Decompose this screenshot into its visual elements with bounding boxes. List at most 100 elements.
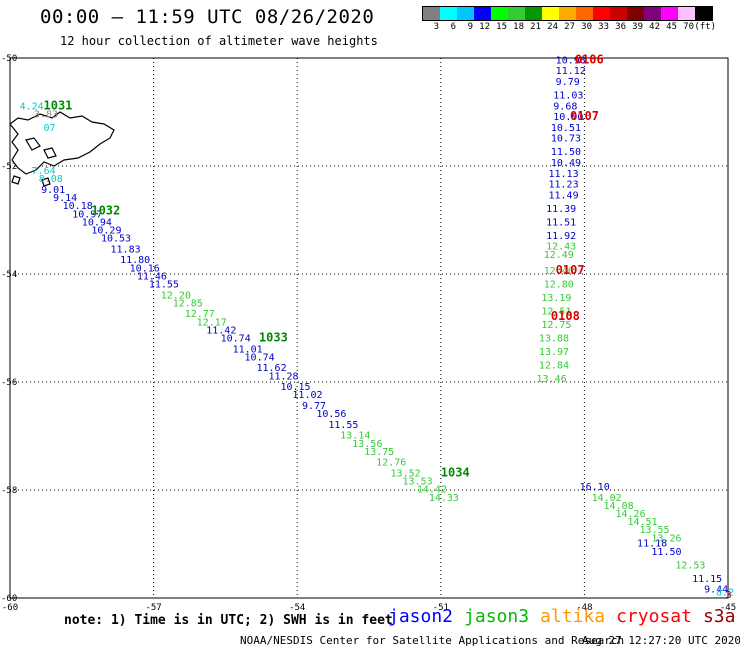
wave-height-label: 11.02 [292, 390, 322, 401]
lat-tick-label: -52 [1, 162, 17, 172]
wave-height-label: 14.33 [429, 493, 459, 504]
legend-tick-label: 42 [649, 22, 660, 32]
legend-tick-label: 45 [666, 22, 677, 32]
wave-height-label: 10.56 [316, 409, 346, 420]
satellite-name-s3a: s3a [702, 606, 736, 627]
wave-height-label: 14.42 [417, 485, 447, 496]
wave-height-label: 10.73 [551, 134, 581, 145]
track-id-label: 1031 [44, 98, 73, 112]
wave-height-label: 12.76 [376, 458, 406, 469]
lon-tick-label: -45 [720, 603, 736, 613]
legend-tick-label: 21 [530, 22, 541, 32]
lat-tick-label: -60 [1, 594, 17, 604]
credit-text: NOAA/NESDIS Center for Satellite Applica… [240, 634, 625, 647]
wave-height-label: 9.01 [41, 185, 65, 196]
legend-swatch [457, 7, 474, 20]
wave-height-label: 11.49 [549, 190, 579, 201]
map-frame [9, 57, 729, 599]
wave-height-label: 11.03 [553, 91, 583, 102]
wave-height-label: 12.51 [541, 307, 571, 318]
lon-tick-label: -48 [576, 603, 592, 613]
legend-tick-labels: 3 6 9 12 15 18 21 24 27 30 33 36 39 42 45 70 (ft) [422, 22, 716, 32]
satellite-name-altika: altika [540, 606, 606, 627]
legend-swatch [491, 7, 508, 20]
wave-height-label: 11.83 [111, 244, 141, 255]
legend-swatch [695, 7, 712, 20]
legend-swatch [542, 7, 559, 20]
lon-tick-label: -51 [433, 603, 449, 613]
legend-tick-label: 9 [467, 22, 473, 32]
lat-tick-label: -54 [1, 270, 17, 280]
legend-unit-label: (ft) [694, 22, 716, 32]
lat-tick-label: -56 [1, 378, 17, 388]
wave-height-label: 7.64 [32, 166, 56, 177]
wave-height-label: 14.02 [592, 493, 622, 504]
wave-height-label: 11.28 [268, 371, 298, 382]
legend-swatch [576, 7, 593, 20]
legend-tick-label: 36 [615, 22, 626, 32]
legend-swatch [474, 7, 491, 20]
track-id-label: 1033 [259, 331, 288, 345]
wave-height-label: 14.08 [604, 501, 634, 512]
legend-swatch [525, 7, 542, 20]
wave-height-label: 11.55 [328, 420, 358, 431]
wave-height-label: 13.14 [340, 431, 370, 442]
wave-height-label: 3 [726, 590, 732, 601]
legend-swatch [423, 7, 440, 20]
legend-swatch [593, 7, 610, 20]
track-id-label: 1032 [91, 204, 120, 218]
footer-note: note: 1) Time is in UTC; 2) SWH is in fe… [64, 613, 393, 628]
wave-height-label: 10.49 [551, 158, 581, 169]
wave-height-label: 10.94 [82, 217, 112, 228]
wave-height-label: 12.17 [197, 317, 227, 328]
legend-color-bar [422, 6, 713, 21]
wave-height-label: 13.26 [651, 533, 681, 544]
wave-height-label: 10.15 [280, 382, 310, 393]
track-id-label: 0107 [556, 263, 585, 277]
wave-height-label: 11.39 [546, 204, 576, 215]
wave-height-label: 14.51 [627, 517, 657, 528]
wave-height-label: 12.77 [185, 309, 215, 320]
wave-height-label: 10.29 [91, 226, 121, 237]
wave-height-label: 11.46 [137, 271, 167, 282]
wave-height-label: 9.77 [302, 401, 326, 412]
wave-height-label: 11.51 [546, 217, 576, 228]
wave-height-label: 10.74 [221, 334, 251, 345]
satellite-name-jason3: jason3 [464, 606, 530, 627]
wave-height-label: 9.68 [553, 101, 577, 112]
wave-height-label: 13.75 [364, 447, 394, 458]
wave-height-label: 11.50 [651, 547, 681, 558]
falkland-islands-coastline [9, 111, 115, 187]
satellite-legend: jason2 jason3 altika cryosat s3a [388, 606, 740, 627]
legend-swatch [627, 7, 644, 20]
wave-height-label: 12.46 [544, 266, 574, 277]
legend-tick-label: 27 [564, 22, 575, 32]
wave-height-label: 12.49 [544, 250, 574, 261]
legend-tick-label: 39 [632, 22, 643, 32]
wave-height-label: 11.18 [637, 539, 667, 550]
map-grid [9, 57, 729, 599]
legend-tick-label: 6 [450, 22, 456, 32]
wave-height-label: 13.55 [639, 525, 669, 536]
legend-swatch [440, 7, 457, 20]
track-id-label: 0107 [570, 109, 599, 123]
wave-height-label: 07 [44, 123, 56, 134]
wave-height-label: 11.01 [233, 344, 263, 355]
legend-tick-label: 24 [547, 22, 558, 32]
legend-swatch [559, 7, 576, 20]
legend-tick-label: 18 [513, 22, 524, 32]
track-id-label: 0108 [551, 309, 580, 323]
lat-tick-label: -50 [1, 54, 17, 64]
wave-height-label: 11.12 [556, 66, 586, 77]
legend-tick-label: 3 [433, 22, 439, 32]
legend-tick-label: 70 [683, 22, 694, 32]
wave-height-label: 10.18 [63, 201, 93, 212]
wave-height-label: 11.92 [546, 231, 576, 242]
wave-height-label: 3.83 [34, 109, 58, 120]
legend-swatch [661, 7, 678, 20]
credit-timestamp: Aug 27 12:27:20 UTC 2020 [582, 634, 740, 647]
wave-height-label: 16.10 [580, 482, 610, 493]
wave-height-label: 11.23 [549, 180, 579, 191]
wave-height-label: 4.24 [20, 101, 44, 112]
wave-height-label: 12.84 [539, 361, 569, 372]
